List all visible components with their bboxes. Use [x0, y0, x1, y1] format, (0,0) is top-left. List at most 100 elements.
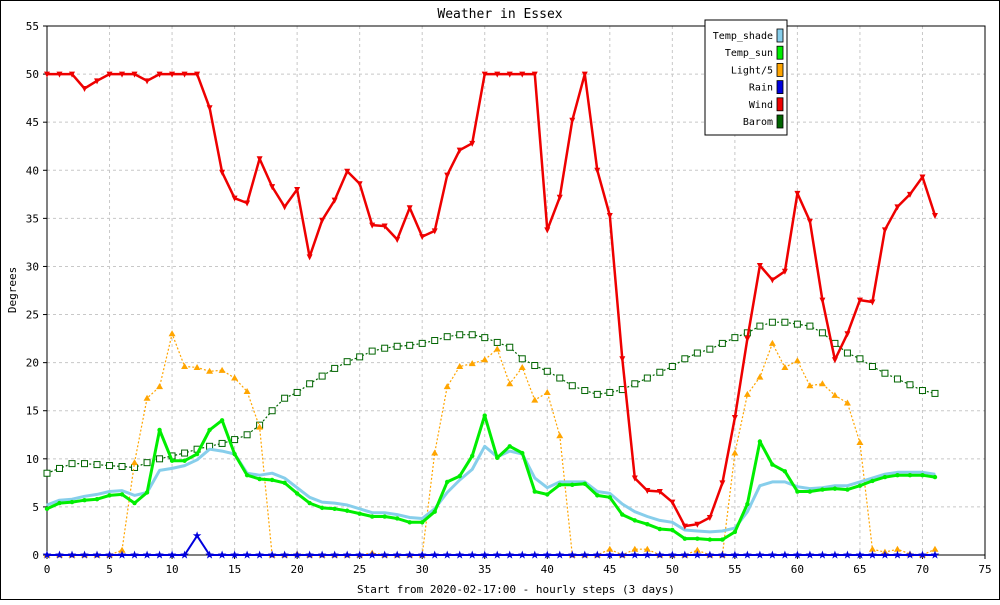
data-point-temp-sun [832, 486, 838, 491]
data-point-rain [317, 550, 327, 559]
data-point-rain [130, 550, 139, 559]
data-point-temp-sun [445, 479, 450, 485]
data-point-rain [67, 550, 77, 559]
data-point-wind [881, 227, 888, 234]
data-point-light-5 [481, 356, 489, 363]
data-point-light-5 [506, 380, 514, 387]
y-tick-label: 5 [32, 501, 39, 514]
data-point-barom [43, 469, 51, 477]
data-point-rain [805, 550, 815, 559]
data-point-rain [392, 550, 402, 559]
data-point-temp-shade [108, 490, 111, 493]
data-point-rain [142, 550, 152, 559]
series-layer [42, 71, 940, 559]
y-tick-label: 0 [32, 549, 39, 562]
data-point-rain [918, 550, 927, 559]
data-point-temp-shade [46, 504, 48, 506]
legend-swatch-light-5 [776, 63, 784, 77]
data-point-temp-shade [196, 458, 198, 461]
data-point-wind [381, 223, 388, 230]
data-point-barom [506, 343, 514, 351]
data-point-rain [543, 550, 552, 559]
x-tick-label: 35 [478, 563, 491, 576]
data-point-temp-sun [920, 472, 925, 478]
data-point-rain [280, 550, 289, 559]
data-point-temp-shade [421, 517, 424, 520]
y-tick-label: 15 [26, 405, 39, 418]
data-point-barom [606, 388, 614, 396]
series-rain [42, 531, 940, 559]
data-point-temp-sun [895, 472, 900, 478]
data-point-rain [405, 550, 414, 559]
data-point-temp-shade [884, 473, 886, 476]
data-point-temp-sun [720, 537, 725, 542]
data-point-barom [106, 462, 114, 470]
data-point-barom [218, 439, 226, 447]
data-point-temp-sun [257, 476, 262, 482]
data-point-wind [494, 71, 501, 78]
data-point-rain [230, 550, 239, 559]
data-point-barom [706, 345, 714, 353]
data-point-temp-shade [96, 493, 98, 496]
data-point-light-5 [756, 373, 764, 380]
data-point-barom [518, 355, 526, 363]
data-point-barom [868, 362, 876, 370]
x-tick-label: 65 [853, 563, 866, 576]
data-point-wind [844, 331, 851, 338]
data-point-temp-shade [483, 445, 486, 448]
data-point-wind [294, 187, 301, 194]
data-point-rain [267, 550, 277, 559]
data-point-barom [656, 368, 664, 376]
data-point-barom [356, 353, 364, 361]
data-point-temp-sun [495, 455, 500, 461]
data-point-rain [55, 550, 64, 559]
data-point-barom [793, 320, 801, 328]
data-point-temp-sun [232, 451, 237, 457]
data-point-temp-sun [907, 472, 913, 478]
data-point-temp-sun [107, 493, 112, 498]
data-point-rain [493, 550, 502, 559]
data-point-wind [856, 297, 863, 304]
data-point-barom [456, 331, 464, 339]
data-point-wind [731, 414, 738, 421]
data-point-barom [581, 387, 589, 395]
data-point-temp-sun [269, 477, 275, 483]
data-point-rain [818, 550, 827, 559]
legend-swatch-wind [776, 97, 784, 112]
data-point-light-5 [731, 449, 739, 456]
data-point-light-5 [543, 388, 551, 395]
data-point-rain [367, 550, 377, 559]
data-point-light-5 [856, 438, 864, 445]
data-point-temp-shade [784, 481, 786, 483]
data-point-light-5 [206, 367, 214, 374]
data-point-rain [242, 550, 252, 559]
data-point-temp-sun [194, 451, 200, 457]
y-tick-label: 55 [26, 20, 39, 33]
data-point-rain [655, 550, 665, 559]
data-point-temp-shade [709, 531, 711, 533]
data-point-temp-shade [71, 498, 73, 501]
data-point-barom [468, 331, 476, 339]
data-point-light-5 [781, 363, 789, 370]
data-point-rain [930, 550, 940, 559]
data-point-wind [344, 168, 351, 175]
data-point-rain [605, 550, 615, 559]
data-point-temp-sun [757, 439, 763, 444]
data-point-temp-sun [344, 508, 350, 513]
data-point-temp-sun [845, 487, 850, 492]
data-point-wind [819, 297, 826, 304]
data-point-temp-shade [846, 484, 849, 487]
data-point-temp-sun [657, 526, 663, 532]
data-point-barom [893, 375, 901, 383]
data-point-rain [417, 550, 427, 559]
data-point-wind [194, 71, 201, 78]
data-point-temp-sun [620, 512, 625, 517]
data-point-light-5 [256, 423, 264, 430]
data-point-light-5 [556, 432, 564, 439]
data-point-wind [656, 489, 663, 496]
data-point-rain [780, 550, 790, 559]
y-tick-label: 30 [26, 260, 39, 273]
data-point-wind [269, 184, 276, 191]
data-point-rain [868, 550, 877, 559]
